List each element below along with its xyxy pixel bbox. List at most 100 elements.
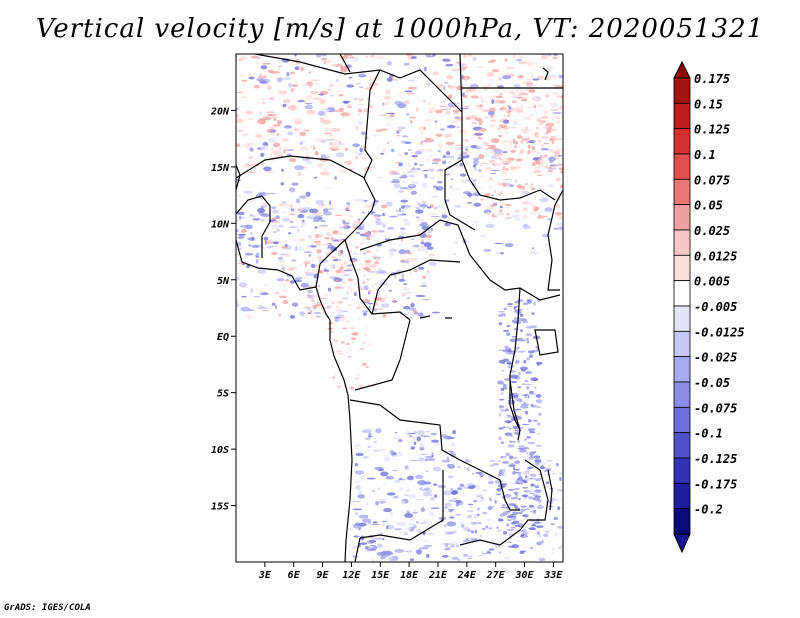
field-speck	[274, 149, 279, 155]
field-speck	[329, 200, 332, 206]
field-speck	[322, 208, 329, 213]
field-speck	[236, 113, 240, 119]
field-speck	[466, 557, 473, 560]
field-speck	[504, 90, 512, 92]
field-speck	[337, 306, 340, 310]
field-speck	[320, 204, 325, 206]
field-speck	[515, 346, 520, 350]
field-speck	[517, 445, 526, 448]
field-speck	[488, 548, 495, 551]
field-speck	[297, 213, 305, 219]
field-speck	[403, 202, 406, 205]
field-speck	[479, 199, 485, 201]
field-speck	[404, 152, 409, 155]
field-speck	[458, 153, 464, 158]
field-speck	[352, 508, 363, 511]
field-speck	[509, 126, 518, 129]
field-speck	[336, 385, 342, 389]
field-speck	[259, 111, 262, 115]
field-speck	[307, 294, 310, 296]
field-speck	[313, 213, 320, 216]
field-speck	[320, 219, 326, 223]
field-speck	[500, 506, 509, 508]
field-speck	[444, 506, 448, 509]
lon-tick-label: 15E	[371, 570, 390, 581]
field-speck	[365, 437, 371, 440]
field-speck	[419, 204, 428, 208]
field-speck	[521, 188, 525, 193]
field-speck	[380, 152, 385, 155]
field-speck	[303, 141, 306, 143]
field-speck	[355, 156, 359, 159]
field-speck	[415, 150, 423, 155]
field-speck	[376, 448, 386, 452]
field-speck	[506, 213, 510, 216]
field-speck	[370, 54, 375, 58]
field-speck	[238, 246, 243, 249]
field-speck	[325, 139, 336, 141]
field-speck	[419, 486, 423, 489]
field-speck	[342, 222, 350, 225]
field-speck	[387, 61, 392, 66]
field-speck	[540, 148, 549, 151]
field-speck	[387, 140, 393, 143]
field-speck	[451, 188, 461, 190]
field-speck	[313, 215, 323, 221]
field-speck	[313, 312, 322, 315]
field-speck	[345, 202, 351, 205]
field-speck	[537, 362, 540, 367]
field-speck	[271, 209, 279, 214]
field-speck	[281, 245, 288, 249]
field-speck	[354, 292, 357, 297]
field-speck	[530, 524, 537, 527]
field-speck	[317, 205, 323, 208]
field-speck	[506, 113, 511, 118]
field-speck	[409, 459, 419, 462]
field-speck	[534, 460, 542, 464]
field-speck	[376, 270, 387, 274]
field-speck	[513, 54, 516, 59]
field-speck	[306, 109, 316, 115]
field-speck	[545, 54, 552, 57]
field-speck	[278, 224, 284, 228]
field-speck	[512, 471, 516, 475]
field-speck	[514, 398, 523, 402]
field-speck	[277, 258, 285, 264]
field-speck	[428, 511, 435, 516]
field-speck	[404, 292, 412, 294]
field-speck	[378, 294, 383, 297]
field-speck	[287, 105, 298, 110]
field-speck	[395, 129, 403, 132]
field-speck	[285, 278, 289, 282]
field-speck	[317, 164, 324, 169]
field-speck	[332, 141, 337, 145]
field-speck	[237, 241, 242, 247]
field-speck	[246, 264, 251, 269]
field-speck	[543, 111, 549, 114]
field-speck	[394, 431, 398, 434]
field-speck	[517, 74, 524, 79]
field-speck	[341, 264, 344, 267]
field-speck	[329, 94, 334, 97]
field-speck	[517, 350, 526, 353]
field-speck	[352, 525, 362, 529]
field-speck	[404, 206, 408, 210]
field-speck	[429, 529, 433, 532]
field-speck	[338, 93, 344, 97]
field-speck	[473, 515, 479, 520]
field-speck	[509, 160, 513, 163]
field-speck	[262, 309, 269, 312]
field-speck	[494, 499, 497, 504]
field-speck	[522, 487, 529, 489]
field-speck	[489, 119, 497, 122]
field-speck	[300, 221, 307, 226]
field-speck	[521, 423, 530, 426]
field-speck	[493, 190, 497, 193]
field-speck	[519, 483, 524, 485]
field-speck	[532, 485, 540, 488]
field-speck	[257, 269, 266, 274]
field-speck	[282, 217, 291, 222]
field-speck	[306, 215, 316, 220]
field-speck	[466, 192, 473, 197]
